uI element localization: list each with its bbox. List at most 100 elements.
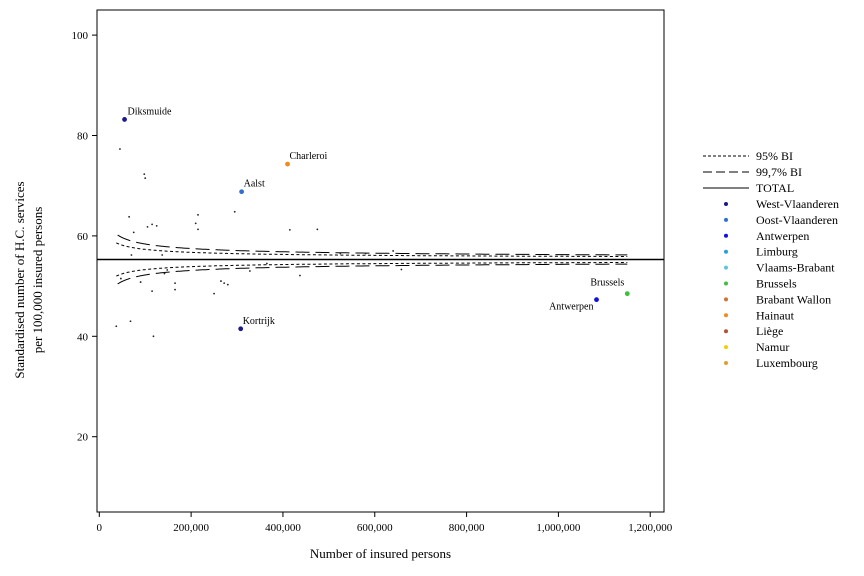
point-34 (115, 325, 118, 328)
point-2 (144, 177, 147, 180)
point-35 (129, 320, 132, 323)
legend-marker-4 (724, 265, 728, 270)
legend-province-1: Oost-Vlaanderen (756, 213, 838, 227)
legend-marker-1 (724, 217, 728, 222)
legend-line-label-0: 95% BI (756, 149, 793, 163)
x-tick-label-0: 0 (97, 522, 103, 534)
point-label-4: Brussels (590, 278, 624, 289)
labeled-point-3 (238, 326, 244, 332)
point-33 (213, 292, 215, 295)
confidence-bands (97, 234, 664, 285)
point-25 (119, 277, 122, 280)
point-28 (220, 280, 222, 282)
x-axis-title: Number of insured persons (310, 546, 451, 561)
point-21 (163, 272, 166, 275)
point-32 (151, 290, 153, 293)
legend-province-10: Luxembourg (756, 356, 818, 370)
legend-marker-5 (724, 281, 728, 286)
point-label-5: Antwerpen (549, 302, 593, 313)
y-tick-label-3: 80 (77, 131, 89, 143)
legend-marker-2 (724, 233, 728, 238)
point-15 (161, 254, 164, 256)
point-13 (316, 228, 319, 231)
x-tick-label-4: 800,000 (449, 522, 485, 534)
legend-marker-10 (724, 361, 728, 365)
legend-province-4: Vlaams-Brabant (756, 261, 835, 275)
legend-province-3: Limburg (756, 245, 798, 259)
legend-province-2: Antwerpen (756, 229, 809, 243)
band-upper-0 (116, 242, 628, 257)
point-30 (226, 283, 229, 286)
point-7 (155, 224, 158, 227)
point-29 (223, 282, 226, 284)
point-31 (174, 288, 176, 291)
point-12 (288, 228, 291, 231)
point-27 (174, 282, 176, 284)
y-axis-title-line1: Standardised number of H.C. services (12, 181, 27, 378)
point-14 (130, 254, 133, 256)
legend: 95% BI 99,7% BI TOTAL West-Vlaanderen Oost-V… (703, 149, 839, 370)
y-axis-title-line2: per 100,000 insured persons (30, 207, 45, 354)
point-10 (197, 228, 199, 231)
y-tick-label-0: 20 (77, 432, 89, 444)
legend-marker-3 (724, 249, 728, 254)
point-22 (248, 270, 251, 272)
point-17 (364, 252, 367, 255)
labeled-point-1 (285, 161, 290, 167)
plot-frame (96, 9, 665, 513)
legend-province-6: Brabant Wallon (756, 292, 831, 306)
point-16 (339, 252, 342, 255)
x-axis: 0 200,000 400,000 600,000 800,000 1,000,000 1,… (97, 512, 673, 534)
point-20 (166, 269, 169, 271)
x-tick-label-3: 600,000 (357, 522, 393, 534)
legend-province-5: Brussels (756, 277, 797, 291)
band-lower-0 (116, 262, 628, 277)
y-tick-label-1: 40 (77, 331, 89, 343)
point-9 (197, 213, 199, 216)
data-points: Diksmuide Charleroi Aalst Kortrijk Brussels A… (115, 106, 630, 338)
legend-province-9: Namur (756, 340, 789, 354)
x-tick-label-2: 400,000 (265, 522, 301, 534)
point-5 (146, 225, 149, 228)
point-18 (392, 250, 395, 252)
point-label-1: Charleroi (290, 151, 328, 162)
point-23 (299, 274, 301, 277)
legend-province-0: West-Vlaanderen (756, 197, 839, 211)
point-11 (233, 210, 236, 213)
legend-marker-9 (724, 345, 728, 350)
point-26 (139, 281, 142, 283)
labeled-point-4 (624, 291, 630, 297)
legend-line-label-2: TOTAL (756, 181, 794, 195)
x-tick-label-5: 1,000,000 (536, 522, 581, 534)
legend-marker-0 (724, 202, 728, 206)
point-36 (152, 335, 155, 338)
band-lower-1 (117, 263, 628, 285)
point-19 (265, 262, 268, 265)
x-tick-label-1: 200,000 (173, 522, 209, 534)
point-8 (194, 222, 197, 225)
point-1 (143, 173, 146, 176)
labeled-point-0 (122, 117, 127, 122)
x-tick-label-6: 1,200,000 (628, 522, 673, 534)
point-0 (119, 148, 121, 150)
legend-marker-6 (724, 297, 728, 302)
legend-province-7: Hainaut (756, 308, 795, 322)
y-tick-label-4: 100 (72, 30, 89, 42)
point-24 (400, 268, 403, 271)
legend-province-8: Liège (756, 324, 783, 338)
legend-marker-8 (724, 329, 728, 334)
point-3 (128, 215, 131, 218)
point-6 (151, 223, 153, 226)
y-axis: 20 40 60 80 100 (72, 30, 97, 444)
labeled-point-5 (594, 297, 599, 303)
legend-line-label-1: 99,7% BI (756, 165, 802, 179)
point-label-3: Kortrijk (243, 316, 275, 327)
labeled-point-2 (239, 189, 245, 195)
band-upper-1 (117, 234, 628, 256)
point-4 (132, 231, 135, 234)
point-label-2: Aalst (244, 179, 265, 190)
point-label-0: Diksmuide (128, 106, 172, 117)
legend-marker-7 (724, 313, 728, 318)
y-tick-label-2: 60 (77, 231, 89, 243)
